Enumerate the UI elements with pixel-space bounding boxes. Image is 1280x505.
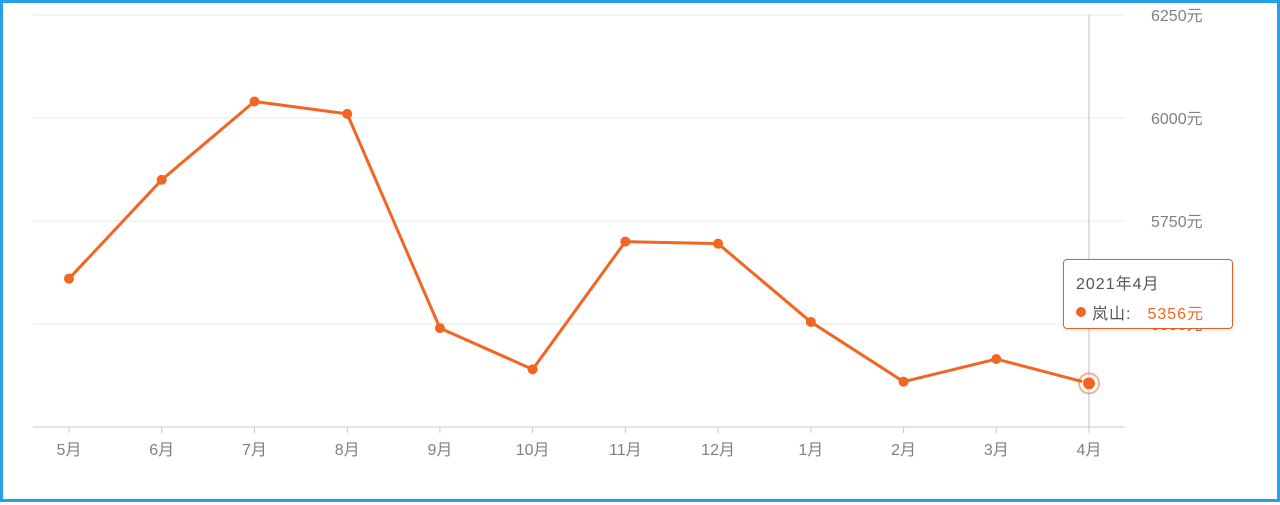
x-axis-label: 9月 [427, 442, 452, 459]
chart-tooltip: 2021年4月 岚山: 5356元 [1063, 259, 1233, 329]
x-axis-label: 3月 [984, 442, 1009, 459]
chart-svg: 6250元6000元5750元5500元5月6月7月8月9月10月11月12月1… [3, 3, 1280, 505]
line-chart: 6250元6000元5750元5500元5月6月7月8月9月10月11月12月1… [3, 3, 1277, 499]
x-axis-label: 2月 [891, 442, 916, 459]
x-axis-label: 6月 [149, 442, 174, 459]
x-axis-label: 4月 [1077, 442, 1102, 459]
x-axis-label: 8月 [335, 442, 360, 459]
tooltip-value: 5356元 [1147, 300, 1204, 324]
x-axis-label: 5月 [57, 442, 82, 459]
x-axis-label: 1月 [798, 442, 823, 459]
tooltip-row: 岚山: 5356元 [1076, 300, 1220, 324]
chart-frame: 6250元6000元5750元5500元5月6月7月8月9月10月11月12月1… [0, 0, 1280, 502]
y-axis-label: 5750元 [1151, 214, 1203, 231]
x-axis-label: 10月 [516, 442, 550, 459]
tooltip-title: 2021年4月 [1076, 270, 1220, 294]
y-axis-label: 6250元 [1151, 8, 1203, 25]
x-axis-label: 12月 [701, 442, 735, 459]
tooltip-series-dot-icon [1076, 307, 1086, 317]
tooltip-series-name: 岚山: [1092, 300, 1131, 324]
x-axis-label: 7月 [242, 442, 267, 459]
y-axis-label: 6000元 [1151, 111, 1203, 128]
x-axis-label: 11月 [609, 442, 642, 459]
